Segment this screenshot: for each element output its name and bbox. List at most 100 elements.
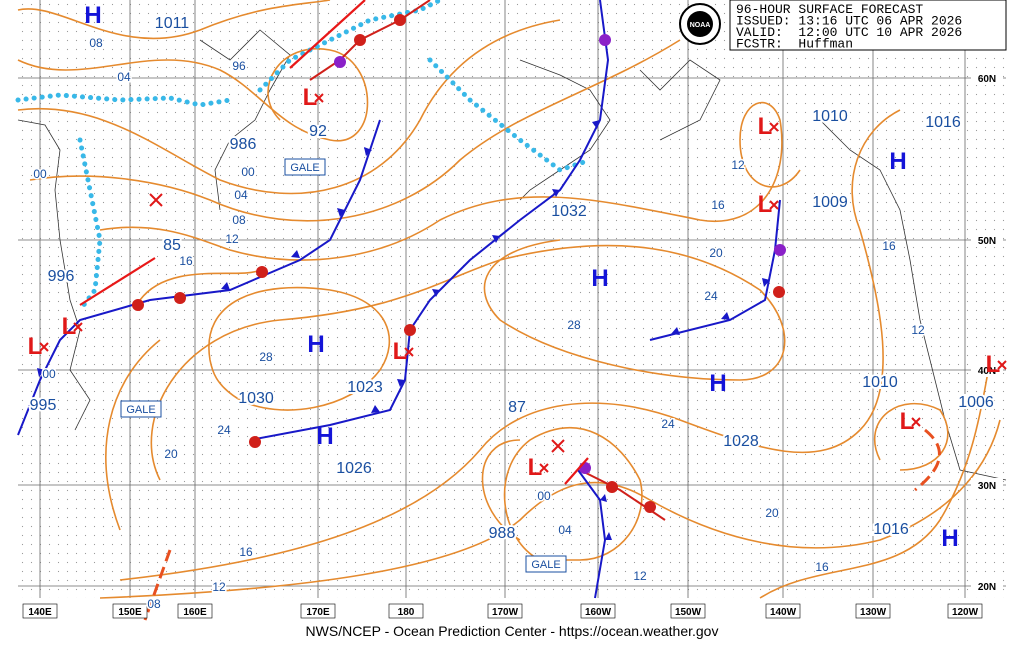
pressure-label: 986 (230, 136, 257, 153)
latitude-label: 40N (978, 366, 996, 377)
pressure-label: 92 (309, 123, 327, 140)
low-marker (911, 417, 921, 427)
latitude-label: 30N (978, 481, 996, 492)
warning-label: GALE (126, 404, 155, 416)
longitude-label-box (670, 603, 706, 619)
fronts (17, 0, 941, 621)
isobar-label: 24 (661, 417, 675, 431)
longitude-label: 140E (28, 607, 52, 618)
longitude-label: 160E (183, 607, 207, 618)
logo-text: NOAA (690, 22, 711, 29)
latitude-label: 50N (978, 236, 996, 247)
header-line: FCSTR: Huffman (736, 37, 853, 52)
low-center: L (62, 313, 77, 340)
longitude-label: 150E (118, 607, 142, 618)
warning-label: GALE (290, 162, 319, 174)
graticule (18, 0, 1006, 598)
longitude-label: 150W (675, 607, 702, 618)
header-line: 96-HOUR SURFACE FORECAST (736, 2, 923, 17)
high-center: H (889, 148, 906, 175)
pressure-label: 1032 (551, 203, 587, 220)
low-marker (39, 342, 49, 352)
low-marker (769, 200, 779, 210)
isobar-label: 24 (704, 289, 718, 303)
pressure-label: 1030 (238, 390, 274, 407)
latitude-label: 60N (978, 74, 996, 85)
isobar-label: 08 (147, 597, 161, 611)
low-center: L (393, 338, 408, 365)
pressure-label: 1028 (723, 433, 759, 450)
isobar-label: 20 (164, 447, 178, 461)
longitude-label: 120W (952, 607, 979, 618)
longitude-label-box (177, 603, 213, 619)
pressure-label: 1010 (812, 108, 848, 125)
sea-ice-edge (15, 0, 593, 313)
low-center: L (758, 191, 773, 218)
low-center: L (900, 408, 915, 435)
longitude-label-box (388, 603, 424, 619)
longitude-label-box (947, 603, 983, 619)
isobar-label: 04 (234, 188, 248, 202)
low-center: L (303, 84, 318, 111)
forecast-position (551, 439, 565, 453)
isobar-label: 16 (815, 560, 829, 574)
latitude-label-box (971, 579, 1003, 593)
high-center: H (316, 423, 333, 450)
forecast-position (149, 193, 163, 207)
header-line: VALID: 12:00 UTC 10 APR 2026 (736, 25, 962, 40)
high-center: H (709, 370, 726, 397)
longitude-label: 170W (492, 607, 519, 618)
pressure-label: 1010 (862, 374, 898, 391)
isobars (17, 0, 1001, 599)
isobar-label: 00 (537, 489, 551, 503)
isobar-label: 12 (225, 232, 239, 246)
longitude-label: 180 (398, 607, 415, 618)
warning-box (120, 400, 162, 418)
latitude-label-box (971, 478, 1003, 492)
low-center: L (758, 113, 773, 140)
longitude-label: 140W (770, 607, 797, 618)
pressure-label: 85 (163, 237, 181, 254)
longitude-label-box (22, 603, 58, 619)
longitude-label: 170E (306, 607, 330, 618)
isobar-label: 20 (709, 246, 723, 260)
pressure-label: 1023 (347, 379, 383, 396)
high-center: H (941, 525, 958, 552)
isobar-label: 20 (765, 506, 779, 520)
low-marker (404, 347, 414, 357)
isobar-label: 16 (239, 545, 253, 559)
longitude-label-box (580, 603, 616, 619)
low-center: L (28, 333, 43, 360)
warning-label: GALE (531, 559, 560, 571)
low-center: L (528, 454, 543, 481)
isobar-label: 08 (232, 213, 246, 227)
latitude-label-box (971, 363, 1003, 377)
labels: 60N 50N 40N 30N 20N 140E 150E 160E 170E 180 170W 16… (22, 2, 1007, 619)
header-line: ISSUED: 13:16 UTC 06 APR 2026 (736, 14, 962, 29)
pressure-label: 988 (489, 525, 516, 542)
longitude-label-box (112, 603, 148, 619)
high-center: H (84, 2, 101, 29)
low-marker (73, 322, 83, 332)
isobar-label: 00 (42, 367, 56, 381)
pressure-label: 995 (30, 397, 57, 414)
isobar-label: 04 (117, 70, 131, 84)
coastlines (17, 29, 1007, 481)
pressure-label: 1016 (925, 114, 961, 131)
isobar-label: 00 (241, 165, 255, 179)
pressure-label: 1006 (958, 394, 994, 411)
pressure-label: 996 (48, 268, 75, 285)
longitude-label-box (765, 603, 801, 619)
warning-box (284, 158, 326, 176)
low-marker (769, 122, 779, 132)
map-background (18, 0, 1006, 598)
warning-box (525, 555, 567, 573)
isobar-label: 16 (179, 254, 193, 268)
isobar-label: 28 (259, 350, 273, 364)
isobar-label: 00 (33, 167, 47, 181)
longitude-label-box (855, 603, 891, 619)
low-marker (997, 360, 1007, 370)
isobar-label: 12 (911, 323, 925, 337)
